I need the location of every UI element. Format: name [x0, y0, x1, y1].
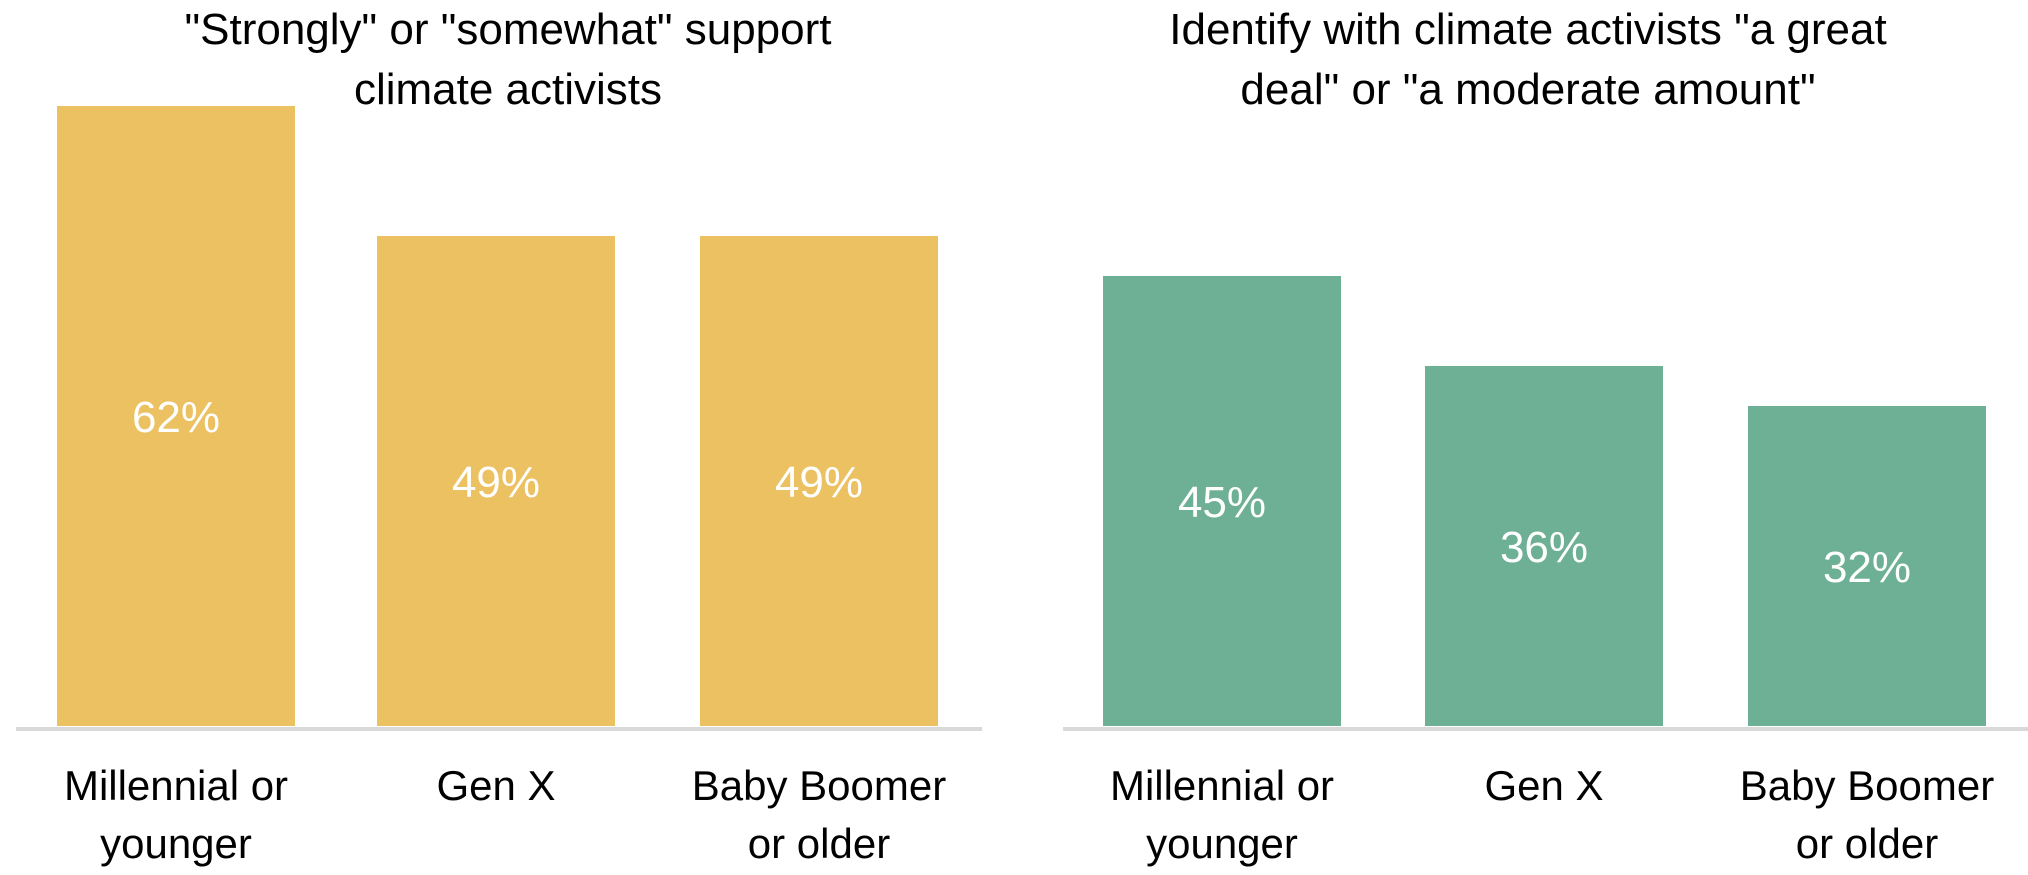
data-label: 36% [1500, 523, 1588, 572]
category-label: Millennial or [64, 762, 288, 809]
data-label: 62% [132, 393, 220, 442]
category-label: or older [1796, 820, 1938, 867]
chart-panel-2: Identify with climate activists "a great… [1063, 5, 2028, 867]
data-label: 49% [775, 458, 863, 507]
chart-title-line: Identify with climate activists "a great [1169, 5, 1886, 54]
chart-panel-1: "Strongly" or "somewhat" support climate … [16, 5, 982, 867]
category-label: Baby Boomer [692, 762, 946, 809]
chart-title-line: deal" or "a moderate amount" [1240, 65, 1815, 114]
data-label: 45% [1178, 478, 1266, 527]
chart-title-line: "Strongly" or "somewhat" support [185, 5, 832, 54]
bar [1425, 366, 1663, 726]
bar [1103, 276, 1341, 726]
category-label: Gen X [436, 762, 555, 809]
bar [377, 236, 615, 726]
data-label: 32% [1823, 543, 1911, 592]
bar [57, 106, 295, 726]
bar [1748, 406, 1986, 726]
category-label: Millennial or [1110, 762, 1334, 809]
category-label: Baby Boomer [1740, 762, 1994, 809]
data-label: 49% [452, 458, 540, 507]
chart-title-line: climate activists [354, 65, 662, 114]
category-label: Gen X [1484, 762, 1603, 809]
category-label: or older [748, 820, 890, 867]
bar [700, 236, 938, 726]
category-label: younger [1146, 820, 1298, 867]
category-label: younger [100, 820, 252, 867]
